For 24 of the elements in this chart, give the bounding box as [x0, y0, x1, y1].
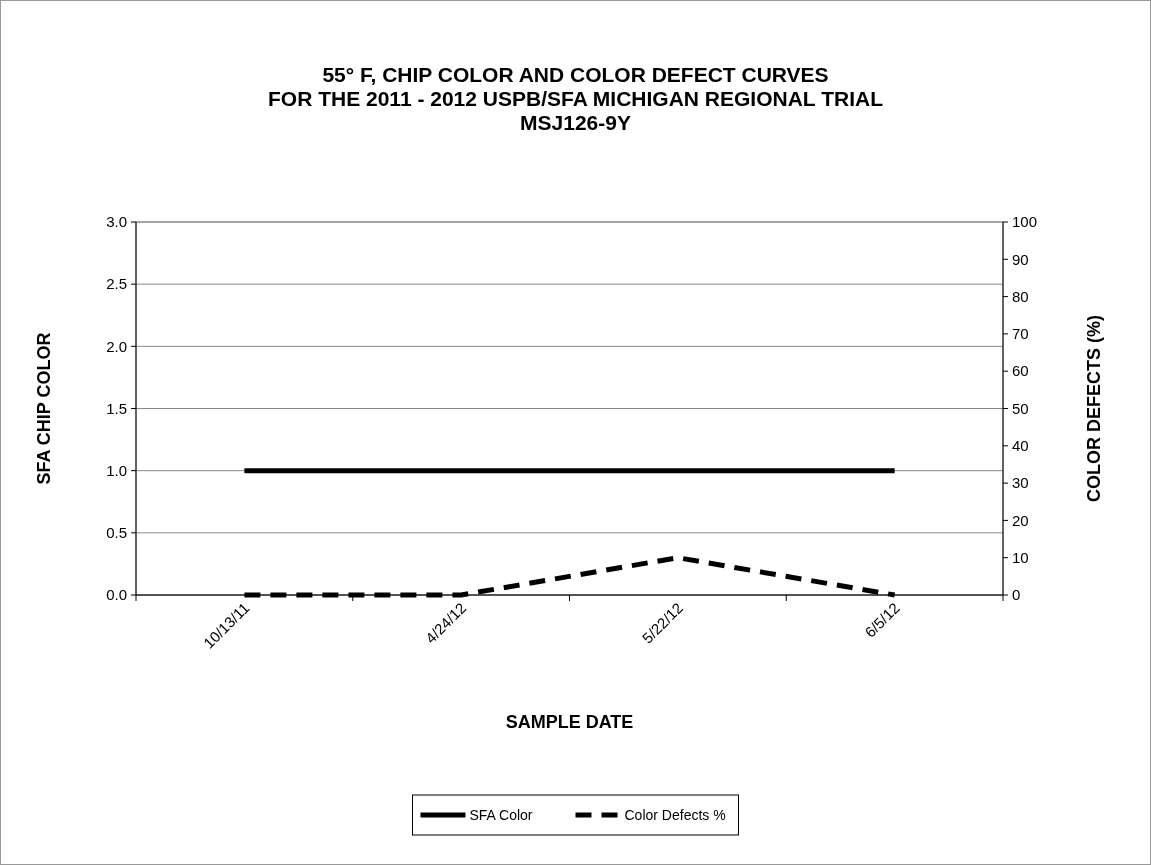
y2-tick-label: 10: [1012, 548, 1029, 566]
y2-tick-label: 40: [1012, 437, 1029, 455]
chart-title: 55° F, CHIP COLOR AND COLOR DEFECT CURVES FOR THE 2011 - 2012 USPB/SFA MICHIGAN REGIONAL TRIAL MSJ126-9Y: [268, 63, 884, 134]
y2-tick-label: 30: [1012, 474, 1029, 492]
x-axis-title: SAMPLE DATE: [505, 712, 634, 732]
y2-axis-title: COLOR DEFECTS (%): [1084, 315, 1104, 502]
y-tick-label: 0.0: [106, 586, 127, 604]
y2-tick-label: 0: [1012, 586, 1021, 604]
y2-tick-label: 60: [1012, 362, 1029, 380]
y-tick-label: 2.5: [106, 275, 127, 293]
y-tick-label: 0.5: [106, 524, 127, 542]
y2-tick-label: 80: [1012, 287, 1029, 305]
y-tick-label: 2.0: [106, 337, 127, 355]
legend-label: Color Defects %: [624, 806, 726, 823]
y-tick-label: 1.5: [106, 399, 127, 417]
y2-tick-label: 50: [1012, 399, 1029, 417]
y2-tick-label: 70: [1012, 325, 1029, 343]
legend-label: SFA Color: [469, 806, 533, 823]
y2-tick-label: 90: [1012, 250, 1029, 268]
y-axis-title: SFA CHIP COLOR: [34, 332, 54, 485]
y-tick-label: 1.0: [106, 461, 127, 479]
y2-tick-label: 20: [1012, 511, 1029, 529]
y2-tick-label: 100: [1012, 213, 1038, 231]
y-tick-label: 3.0: [106, 213, 127, 231]
